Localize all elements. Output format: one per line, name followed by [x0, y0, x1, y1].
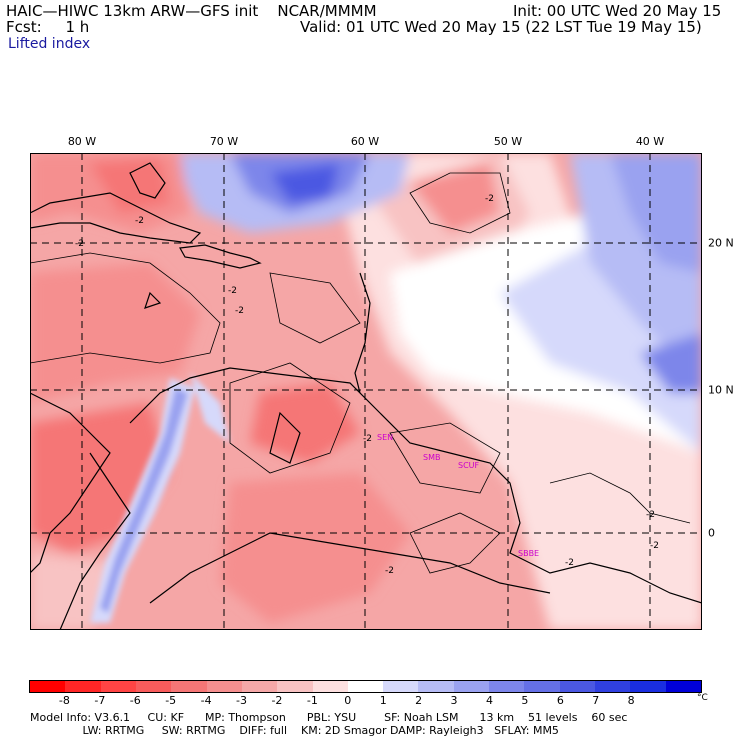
- station-labels: SEN SMB SCUF SBBE: [377, 433, 539, 558]
- colorbar-swatch: [559, 681, 595, 692]
- lat-label: 20 N: [708, 236, 734, 250]
- colorbar-swatch: [206, 681, 242, 692]
- colorbar-swatch: [65, 681, 101, 692]
- lat-label: 10 N: [708, 383, 734, 397]
- colorbar-tick-label: 3: [450, 694, 458, 707]
- contour-labels: -2 -2 -2 -2 -2 -2 -2 -2 -2 -2: [75, 194, 659, 576]
- colorbar-swatch: [489, 681, 525, 692]
- colorbar-tick-label: 5: [521, 694, 529, 707]
- colorbar-tick-label: -5: [165, 694, 177, 707]
- station-label: SCUF: [458, 461, 480, 470]
- svg-text:-2: -2: [235, 306, 244, 316]
- field-shading: [30, 153, 702, 630]
- forecast-hour: Fcst: 1 h: [6, 18, 90, 36]
- svg-text:-2: -2: [135, 216, 144, 226]
- colorbar-swatch: [665, 681, 701, 692]
- lon-label: 70 W: [209, 135, 239, 148]
- lon-label: 60 W: [350, 135, 380, 148]
- colorbar-swatch: [135, 681, 172, 692]
- svg-text:-2: -2: [650, 541, 659, 551]
- colorbar-swatch: [30, 681, 66, 692]
- colorbar-swatch: [312, 681, 348, 692]
- colorbar-unit: °C: [697, 693, 708, 703]
- colorbar-tick-label: 8: [627, 694, 635, 707]
- colorbar-tick-label: -7: [94, 694, 106, 707]
- coastlines: [30, 162, 702, 630]
- colorbar-swatch: [453, 681, 490, 692]
- lat-label: 0: [708, 526, 715, 540]
- svg-text:-2: -2: [385, 566, 394, 576]
- svg-text:-2: -2: [565, 558, 574, 568]
- svg-text:-2: -2: [228, 286, 237, 296]
- station-label: SMB: [423, 453, 440, 462]
- colorbar-tick-label: 7: [592, 694, 600, 707]
- model-info-line: Model Info: V3.6.1 CU: KF MP: Thompson P…: [30, 711, 628, 724]
- colorbar-swatch: [241, 681, 278, 692]
- colorbar-tick-label: -3: [236, 694, 247, 707]
- lat-lon-grid: [30, 153, 702, 630]
- lifted-index-map: -2 -2 -2 -2 -2 -2 -2 -2 -2 -2 SEN SMB SC…: [30, 153, 702, 630]
- colorbar-tick-label: 6: [556, 694, 564, 707]
- colorbar-swatch: [100, 681, 136, 692]
- colorbar-swatch: [383, 681, 419, 692]
- field-name: Lifted index: [8, 36, 91, 52]
- model-title: HAIC—HIWC 13km ARW—GFS init NCAR/MMMM: [6, 2, 377, 20]
- contours: [30, 172, 691, 574]
- colorbar-swatch: [630, 681, 666, 692]
- colorbar-swatch: [595, 681, 631, 692]
- valid-time: Valid: 01 UTC Wed 20 May 15 (22 LST Tue …: [300, 18, 702, 36]
- colorbar-tick-label: 2: [415, 694, 423, 707]
- colorbar-tick-label: -2: [271, 694, 283, 707]
- init-time: Init: 00 UTC Wed 20 May 15: [513, 2, 722, 20]
- colorbar-swatch: [277, 681, 313, 692]
- lon-label: 40 W: [635, 135, 665, 148]
- station-label: SEN: [377, 433, 393, 442]
- colorbar-tick-label: -4: [200, 694, 212, 707]
- colorbar-tick-label: -6: [129, 694, 141, 707]
- svg-text:-2: -2: [75, 239, 84, 249]
- svg-text:-2: -2: [485, 194, 494, 204]
- map-canvas: -2 -2 -2 -2 -2 -2 -2 -2 -2 -2 SEN SMB SC…: [30, 153, 702, 630]
- colorbar-swatch: [418, 681, 454, 692]
- svg-text:-2: -2: [363, 434, 372, 444]
- lon-label: 50 W: [493, 135, 523, 148]
- colorbar-tick-label: 4: [485, 694, 493, 707]
- colorbar-tick-label: 0: [344, 694, 352, 707]
- colorbar-tick-label: 1: [379, 694, 387, 707]
- station-label: SBBE: [518, 549, 539, 558]
- lon-label: 80 W: [67, 135, 97, 148]
- svg-text:-2: -2: [646, 510, 655, 520]
- colorbar-swatch: [171, 681, 207, 692]
- colorbar: [29, 680, 702, 693]
- map-frame: [30, 153, 702, 630]
- colorbar-tick-label: -8: [58, 694, 70, 707]
- colorbar-tick-label: -1: [306, 694, 318, 707]
- colorbar-swatch: [524, 681, 560, 692]
- colorbar-swatch: [347, 681, 384, 692]
- colorbar-ticks: -8 -7 -6 -5 -4 -3 -2 -1 0 1 2 3 4 5 6 7 8: [29, 694, 702, 707]
- physics-info-line: LW: RRTMG SW: RRTMG DIFF: full KM: 2D Sm…: [30, 724, 559, 737]
